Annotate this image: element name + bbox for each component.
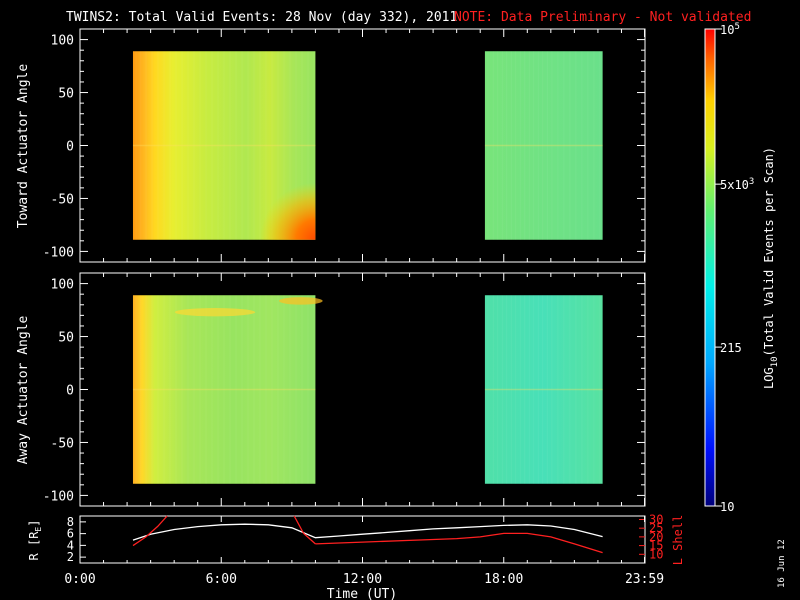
lshell-series-line xyxy=(293,515,316,545)
toward-x-ticks xyxy=(79,29,646,262)
r-tick-label: 8 xyxy=(67,515,74,529)
orbit-lines xyxy=(132,515,603,554)
away-data-blocks xyxy=(132,295,603,484)
away-y-axis: -100 -50 0 50 100 xyxy=(43,278,645,504)
away-panel: -100 -50 0 50 100 Away Actuator Angle xyxy=(16,272,646,507)
lshell-tick-label: 20 xyxy=(649,530,663,544)
y-tick-label: 100 xyxy=(51,34,74,49)
data-block xyxy=(132,295,316,484)
orbit-right-label: L Shell xyxy=(671,515,685,566)
r-series-line xyxy=(132,523,603,541)
x-tick-label: 12:00 xyxy=(343,572,382,587)
chart-title: TWINS2: Total Valid Events: 28 Nov (day … xyxy=(66,10,457,25)
toward-y-axis: -100 -50 0 50 100 xyxy=(43,34,645,260)
x-tick-label: 0:00 xyxy=(64,572,95,587)
r-tick-label: 6 xyxy=(67,527,74,541)
date-stamp: 16 Jun 12 xyxy=(777,539,787,588)
orbit-left-label: R [RE] xyxy=(27,520,43,561)
y-tick-label: 50 xyxy=(58,331,74,346)
hot-band xyxy=(174,308,256,317)
lshell-tick-label: 30 xyxy=(649,512,663,526)
colorbar-frame xyxy=(704,28,716,507)
lshell-tick-label: 10 xyxy=(649,547,663,561)
x-axis-label: Time (UT) xyxy=(327,587,397,600)
lshell-tick-label: 15 xyxy=(649,539,663,553)
data-note: NOTE: Data Preliminary - Not validated xyxy=(454,10,751,25)
colorbar-tick-label: 10 xyxy=(720,500,734,514)
data-block xyxy=(484,51,603,240)
colorbar-label: LOG10(Total Valid Events per Scan) xyxy=(762,147,780,389)
toward-panel: -100 -50 0 50 100 Toward Actuator Angle xyxy=(16,28,646,263)
y-tick-label: -50 xyxy=(51,192,74,207)
data-block xyxy=(484,295,603,484)
y-tick-label: 0 xyxy=(66,140,74,155)
r-tick-label: 4 xyxy=(67,538,74,552)
y-tick-label: 100 xyxy=(51,278,74,293)
y-tick-label: 50 xyxy=(58,87,74,102)
lshell-series-line xyxy=(315,532,603,554)
y-tick-label: -100 xyxy=(43,489,74,504)
colorbar-ticks: 10 215 5x103 105 xyxy=(715,22,754,514)
y-tick-label: -50 xyxy=(51,436,74,451)
lshell-tick-label: 25 xyxy=(649,521,663,535)
y-tick-label: -100 xyxy=(43,245,74,260)
y-tick-label: 0 xyxy=(66,384,74,399)
lshell-series-line xyxy=(132,515,168,547)
colorbar: 10 215 5x103 105 LOG10(Total Valid Events p… xyxy=(704,22,780,514)
x-tick-label: 6:00 xyxy=(206,572,237,587)
colorbar-tick-label: 105 xyxy=(720,22,740,37)
toward-ylabel: Toward Actuator Angle xyxy=(16,64,31,229)
r-tick-label: 2 xyxy=(67,550,74,564)
away-x-ticks xyxy=(79,273,646,506)
x-tick-label: 18:00 xyxy=(484,572,523,587)
colorbar-tick-label: 5x103 xyxy=(720,177,754,192)
hot-band xyxy=(278,297,323,305)
away-ylabel: Away Actuator Angle xyxy=(16,315,31,464)
orbit-x-axis: 0:00 6:00 12:00 18:00 23:59 xyxy=(64,516,664,587)
colorbar-gradient xyxy=(705,29,715,506)
hot-region xyxy=(215,136,316,240)
x-tick-label: 23:59 xyxy=(625,572,664,587)
colorbar-tick-label: 215 xyxy=(720,341,742,355)
toward-data-blocks xyxy=(132,51,603,240)
